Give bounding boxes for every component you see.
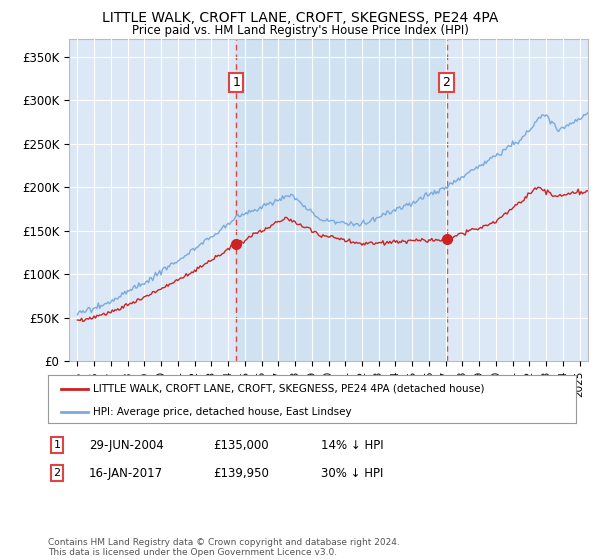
Text: 30% ↓ HPI: 30% ↓ HPI <box>321 466 383 480</box>
Text: 14% ↓ HPI: 14% ↓ HPI <box>321 438 383 452</box>
Text: 2: 2 <box>53 468 61 478</box>
Text: LITTLE WALK, CROFT LANE, CROFT, SKEGNESS, PE24 4PA (detached house): LITTLE WALK, CROFT LANE, CROFT, SKEGNESS… <box>93 384 484 394</box>
Text: £135,000: £135,000 <box>213 438 269 452</box>
Text: £139,950: £139,950 <box>213 466 269 480</box>
Text: LITTLE WALK, CROFT LANE, CROFT, SKEGNESS, PE24 4PA: LITTLE WALK, CROFT LANE, CROFT, SKEGNESS… <box>102 11 498 25</box>
Text: HPI: Average price, detached house, East Lindsey: HPI: Average price, detached house, East… <box>93 407 352 417</box>
Text: Price paid vs. HM Land Registry's House Price Index (HPI): Price paid vs. HM Land Registry's House … <box>131 24 469 36</box>
Text: 2: 2 <box>443 76 451 89</box>
Text: 1: 1 <box>232 76 241 89</box>
Text: 1: 1 <box>53 440 61 450</box>
Bar <box>236 39 446 361</box>
Text: Contains HM Land Registry data © Crown copyright and database right 2024.
This d: Contains HM Land Registry data © Crown c… <box>48 538 400 557</box>
Text: 16-JAN-2017: 16-JAN-2017 <box>89 466 163 480</box>
Text: 29-JUN-2004: 29-JUN-2004 <box>89 438 164 452</box>
